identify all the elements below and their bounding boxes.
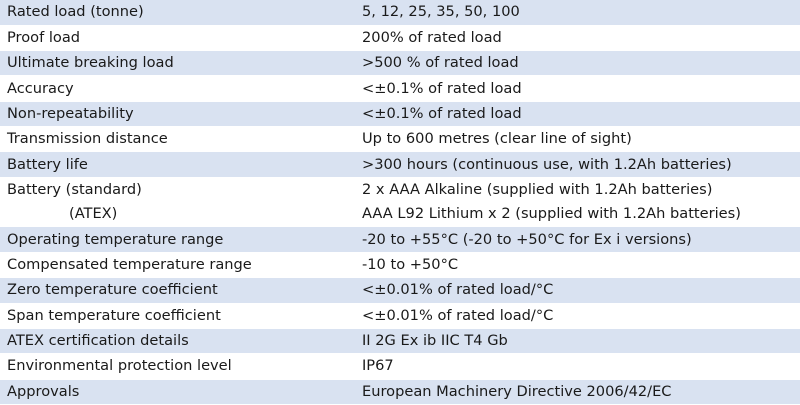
table-row: Battery (standard) (ATEX) 2 x AAA Alkali… <box>0 177 800 228</box>
spec-value-proof-load: 200% of rated load <box>352 25 800 52</box>
spec-label-span-temperature-coefficient: Span temperature coefficient <box>0 303 352 329</box>
spec-label-atex-certification: ATEX certification details <box>0 328 352 355</box>
spec-label-battery-life: Battery life <box>0 151 352 178</box>
spec-label-compensated-temperature: Compensated temperature range <box>0 252 352 279</box>
spec-label-approvals: Approvals <box>0 379 352 405</box>
spec-value-atex-certification: II 2G Ex ib IIC T4 Gb <box>352 328 800 355</box>
spec-value-battery: 2 x AAA Alkaline (supplied with 1.2Ah ba… <box>352 177 800 228</box>
spec-label-proof-load: Proof load <box>0 25 352 52</box>
table-row: Ultimate breaking load >500 % of rated l… <box>0 50 800 77</box>
table-row: Environmental protection level IP67 <box>0 353 800 380</box>
spec-value-battery-standard: 2 x AAA Alkaline (supplied with 1.2Ah ba… <box>362 181 713 199</box>
spec-label-battery-atex: (ATEX) <box>69 205 118 223</box>
spec-value-transmission-distance: Up to 600 metres (clear line of sight) <box>352 126 800 153</box>
spec-value-accuracy: <±0.1% of rated load <box>352 75 800 102</box>
spec-value-ultimate-breaking-load: >500 % of rated load <box>352 50 800 77</box>
spec-value-environmental-protection: IP67 <box>352 353 800 380</box>
table-row: Battery life >300 hours (continuous use,… <box>0 151 800 178</box>
spec-value-approvals: European Machinery Directive 2006/42/EC <box>352 379 800 405</box>
spec-value-compensated-temperature: -10 to +50°C <box>352 252 800 279</box>
table-row: Non-repeatability <±0.1% of rated load <box>0 101 800 128</box>
spec-label-environmental-protection: Environmental protection level <box>0 353 352 380</box>
spec-value-non-repeatability: <±0.1% of rated load <box>352 101 800 128</box>
table-row: Transmission distance Up to 600 metres (… <box>0 126 800 153</box>
table-row: Proof load 200% of rated load <box>0 25 800 52</box>
spec-label-transmission-distance: Transmission distance <box>0 126 352 153</box>
table-row: Span temperature coefficient <±0.01% of … <box>0 303 800 329</box>
spec-label-accuracy: Accuracy <box>0 75 352 102</box>
spec-label-ultimate-breaking-load: Ultimate breaking load <box>0 50 352 77</box>
spec-value-battery-life: >300 hours (continuous use, with 1.2Ah b… <box>352 151 800 178</box>
table-row: Accuracy <±0.1% of rated load <box>0 75 800 102</box>
table-row: Zero temperature coefficient <±0.01% of … <box>0 277 800 304</box>
spec-label-zero-temperature-coefficient: Zero temperature coefficient <box>0 277 352 304</box>
spec-label-battery-standard: Battery (standard) <box>7 181 142 199</box>
spec-label-rated-load: Rated load (tonne) <box>0 0 352 26</box>
table-row: Operating temperature range -20 to +55°C… <box>0 226 800 253</box>
spec-label-operating-temperature: Operating temperature range <box>0 226 352 253</box>
spec-value-rated-load: 5, 12, 25, 35, 50, 100 <box>352 0 800 26</box>
table-row: Rated load (tonne) 5, 12, 25, 35, 50, 10… <box>0 0 800 26</box>
table-row: ATEX certification details II 2G Ex ib I… <box>0 328 800 355</box>
table-row: Compensated temperature range -10 to +50… <box>0 252 800 279</box>
table-row: Approvals European Machinery Directive 2… <box>0 379 800 405</box>
spec-value-battery-atex: AAA L92 Lithium x 2 (supplied with 1.2Ah… <box>362 205 741 223</box>
spec-value-operating-temperature: -20 to +55°C (-20 to +50°C for Ex i vers… <box>352 226 800 253</box>
spec-label-non-repeatability: Non-repeatability <box>0 101 352 128</box>
spec-label-battery: Battery (standard) (ATEX) <box>0 177 352 228</box>
spec-value-zero-temperature-coefficient: <±0.01% of rated load/°C <box>352 277 800 304</box>
spec-value-span-temperature-coefficient: <±0.01% of rated load/°C <box>352 303 800 329</box>
